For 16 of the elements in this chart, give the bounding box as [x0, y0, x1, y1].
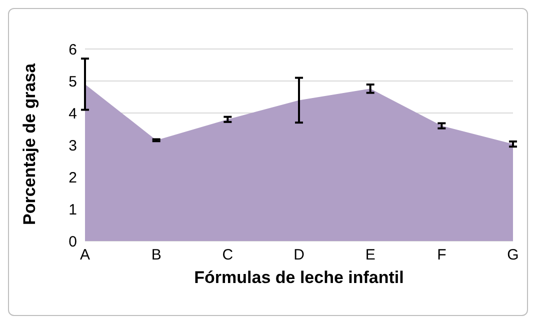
y-tick-label: 0	[68, 233, 77, 250]
x-tick-label: F	[437, 246, 446, 264]
y-axis-title: Porcentaje de grasa	[20, 62, 40, 225]
y-tick-label: 2	[68, 169, 77, 186]
y-tick-label: 3	[68, 137, 77, 154]
y-tick-label: 6	[68, 41, 77, 58]
x-tick-label: D	[294, 246, 305, 264]
x-tick-label: B	[151, 246, 162, 264]
x-tick-label: G	[507, 246, 519, 264]
x-tick-label: C	[222, 246, 234, 264]
x-tick-label: E	[365, 246, 376, 264]
x-tick-label: A	[80, 246, 90, 264]
y-tick-label: 1	[68, 201, 77, 218]
y-tick-label: 5	[68, 73, 77, 90]
x-axis-title: Fórmulas de leche infantil	[194, 268, 404, 287]
y-tick-label: 4	[68, 105, 77, 122]
